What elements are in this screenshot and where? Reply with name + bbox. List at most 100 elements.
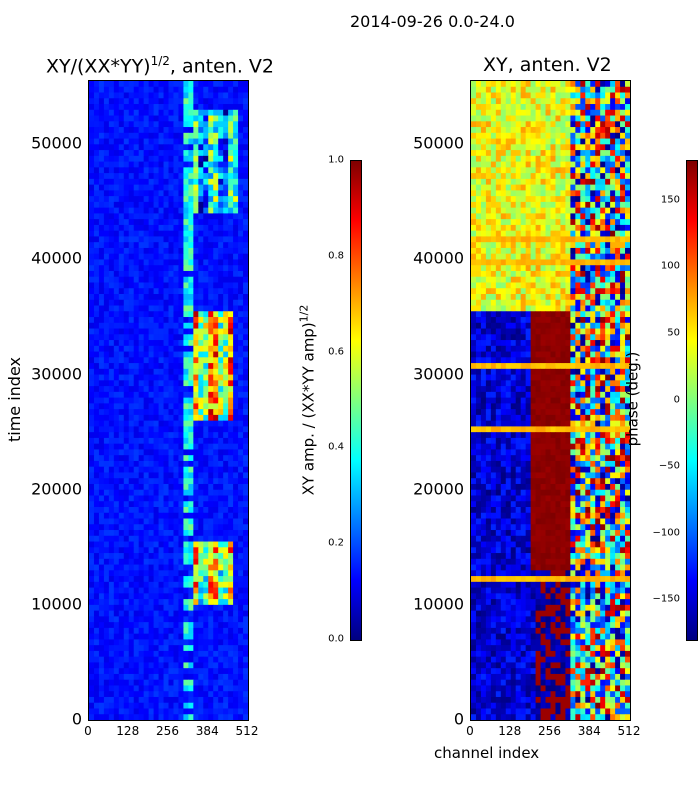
left-heatmap-cell	[168, 380, 174, 387]
left-heatmap-cell	[238, 650, 244, 658]
left-heatmap-cell	[233, 299, 239, 307]
right-heatmap-cell	[620, 86, 626, 94]
right-heatmap-cell	[495, 161, 502, 168]
left-heatmap-cell	[168, 201, 174, 209]
left-heatmap-cell	[113, 599, 120, 606]
left-heatmap-cell	[89, 495, 95, 502]
right-heatmap-cell	[480, 213, 487, 220]
right-heatmap-cell	[480, 322, 487, 330]
right-heatmap-cell	[590, 138, 596, 145]
left-heatmap-cell	[133, 386, 140, 393]
left-heatmap-cell	[123, 391, 130, 399]
left-heatmap-cell	[163, 230, 169, 237]
left-heatmap-cell	[148, 150, 155, 157]
left-heatmap-cell	[153, 184, 160, 191]
left-heatmap-cell	[223, 391, 229, 399]
left-heatmap-cell	[163, 247, 169, 255]
right-heatmap-cell	[505, 305, 512, 312]
left-heatmap-cell	[233, 276, 239, 283]
left-heatmap-cell	[198, 340, 204, 347]
left-heatmap-cell	[203, 466, 209, 473]
right-heatmap-cell	[545, 224, 551, 232]
left-heatmap-cell	[158, 472, 165, 479]
left-heatmap-cell	[118, 299, 125, 307]
left-heatmap-cell	[218, 201, 224, 209]
right-heatmap-cell	[545, 104, 551, 111]
left-heatmap-cell	[153, 317, 160, 324]
right-heatmap-cell	[471, 265, 477, 272]
left-heatmap-cell	[198, 328, 204, 335]
left-heatmap-cell	[188, 576, 194, 583]
left-heatmap-cell	[243, 138, 248, 145]
right-heatmap-cell	[570, 207, 576, 214]
left-heatmap-cell	[143, 178, 150, 186]
right-heatmap-cell	[555, 150, 561, 157]
left-heatmap-cell	[113, 317, 120, 324]
left-heatmap-cell	[188, 334, 194, 341]
right-heatmap-cell	[570, 305, 576, 312]
left-heatmap-cell	[148, 81, 155, 88]
left-heatmap-cell	[233, 109, 239, 117]
left-heatmap-cell	[163, 340, 169, 347]
left-heatmap-cell	[133, 92, 140, 99]
left-heatmap-cell	[188, 581, 194, 589]
right-heatmap-cell	[525, 150, 532, 157]
left-heatmap-cell	[178, 155, 184, 163]
right-heatmap-cell	[525, 288, 532, 295]
left-heatmap-cell	[193, 553, 199, 560]
left-heatmap-cell	[213, 587, 219, 594]
left-heatmap-cell	[103, 92, 110, 99]
left-heatmap-cell	[198, 570, 204, 577]
left-heatmap-cell	[158, 127, 165, 134]
left-heatmap-cell	[128, 253, 135, 260]
left-heatmap-cell	[218, 437, 224, 445]
right-heatmap-cell	[535, 81, 542, 88]
left-heatmap-cell	[118, 622, 125, 629]
left-heatmap-cell	[123, 368, 130, 376]
left-heatmap-cell	[89, 213, 95, 220]
left-heatmap-cell	[113, 541, 120, 548]
right-heatmap-cell	[585, 92, 591, 99]
left-heatmap-cell	[108, 414, 115, 422]
left-heatmap-cell	[223, 334, 229, 341]
left-heatmap-cell	[163, 483, 169, 491]
right-heatmap-cell	[580, 253, 586, 260]
left-heatmap-cell	[128, 656, 135, 663]
left-heatmap-cell	[118, 553, 125, 560]
left-heatmap-cell	[183, 247, 189, 255]
right-heatmap-cell	[485, 92, 492, 99]
left-heatmap-cell	[238, 604, 244, 612]
left-heatmap-cell	[143, 247, 150, 255]
left-heatmap-cell	[148, 524, 155, 531]
left-heatmap-cell	[153, 610, 160, 617]
left-heatmap-cell	[168, 656, 174, 663]
left-heatmap-cell	[233, 98, 239, 105]
left-heatmap-cell	[148, 121, 155, 128]
right-heatmap-cell	[555, 132, 561, 140]
left-heatmap-cell	[173, 374, 179, 381]
left-heatmap-cell	[188, 288, 194, 295]
left-heatmap-cell	[198, 622, 204, 629]
left-heatmap-cell	[238, 253, 244, 260]
left-heatmap-cell	[113, 432, 120, 439]
left-heatmap-cell	[228, 414, 234, 422]
right-heatmap-cell	[560, 150, 566, 157]
right-heatmap-cell	[570, 184, 576, 191]
right-heatmap-cell	[525, 236, 532, 243]
left-heatmap-cell	[163, 599, 169, 606]
left-heatmap-cell	[93, 466, 100, 473]
left-heatmap-cell	[238, 391, 244, 399]
right-heatmap-cell	[550, 178, 556, 186]
left-heatmap-cell	[158, 708, 165, 715]
right-heatmap-cell	[585, 253, 591, 260]
right-heatmap-cell	[515, 92, 522, 99]
left-heatmap-cell	[113, 437, 120, 445]
left-heatmap-cell	[163, 426, 169, 433]
right-heatmap-cell	[575, 132, 581, 140]
right-heatmap-cell	[585, 190, 591, 197]
left-heatmap-cell	[123, 351, 130, 358]
left-heatmap-cell	[228, 501, 234, 508]
left-heatmap-cell	[178, 472, 184, 479]
left-heatmap-cell	[148, 472, 155, 479]
left-heatmap-cell	[158, 691, 165, 698]
